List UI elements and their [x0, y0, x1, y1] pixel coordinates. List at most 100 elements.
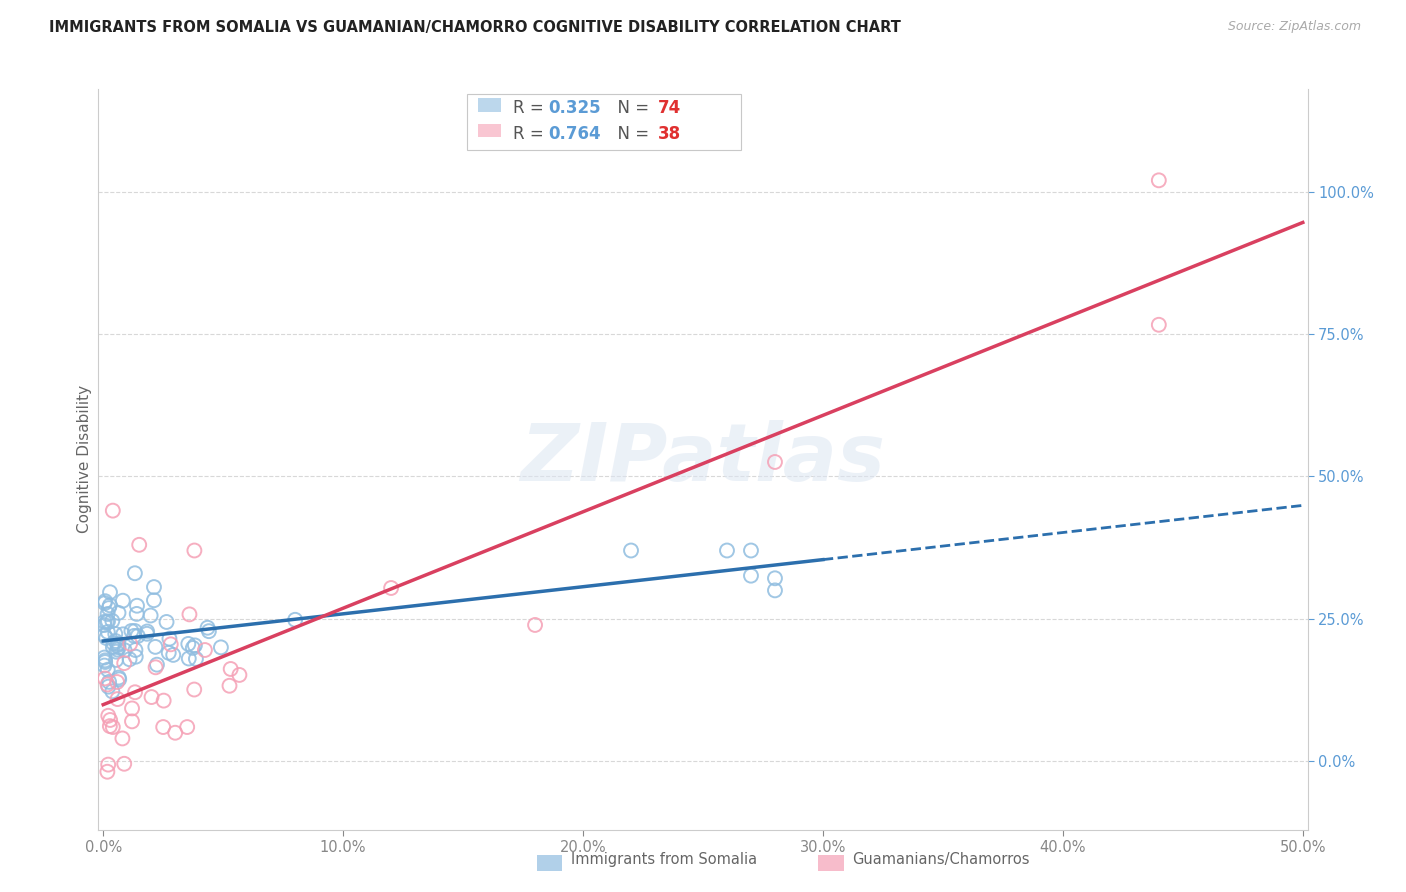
Text: N =: N =: [607, 99, 655, 117]
Point: [98, 599, 121, 613]
Text: R =: R =: [513, 125, 550, 143]
Point: [107, 638, 129, 652]
Point: [121, 714, 143, 729]
Point: [146, 657, 169, 672]
Point: [159, 632, 181, 646]
Text: 0.764: 0.764: [548, 125, 600, 143]
Point: [94, 672, 117, 686]
Point: [620, 543, 643, 558]
Point: [1147, 318, 1170, 332]
Point: [143, 580, 166, 594]
Point: [98, 585, 121, 599]
Point: [124, 566, 146, 581]
Point: [524, 618, 547, 632]
Point: [763, 571, 786, 585]
Point: [111, 731, 134, 746]
Point: [179, 607, 201, 622]
Point: [94, 655, 117, 669]
Point: [111, 593, 134, 607]
Point: [118, 652, 141, 666]
Point: [124, 643, 146, 657]
Point: [96, 615, 118, 629]
Point: [122, 629, 145, 643]
Text: N =: N =: [607, 125, 655, 143]
Point: [97, 708, 120, 723]
Point: [94, 653, 117, 667]
Point: [112, 627, 135, 641]
Point: [107, 692, 129, 706]
Point: [101, 684, 124, 698]
Point: [1147, 173, 1170, 187]
Text: R =: R =: [513, 99, 550, 117]
Point: [94, 594, 117, 608]
Y-axis label: Cognitive Disability: Cognitive Disability: [77, 385, 91, 533]
Point: [184, 652, 207, 666]
Point: [184, 639, 207, 653]
Point: [763, 583, 786, 598]
Point: [107, 671, 129, 685]
Point: [98, 719, 121, 733]
Point: [97, 757, 120, 772]
Point: [107, 637, 129, 651]
Text: ZIPatlas: ZIPatlas: [520, 420, 886, 499]
Point: [105, 645, 128, 659]
Point: [93, 650, 115, 665]
Point: [120, 624, 142, 638]
Point: [176, 720, 198, 734]
Point: [128, 538, 150, 552]
Point: [105, 653, 128, 667]
Point: [121, 701, 143, 715]
Point: [98, 713, 121, 727]
Point: [96, 764, 118, 779]
Point: [98, 674, 121, 689]
Point: [107, 642, 129, 657]
Point: [135, 627, 157, 641]
Point: [218, 679, 240, 693]
Point: [139, 608, 162, 623]
Point: [177, 637, 200, 651]
Point: [120, 637, 142, 651]
Point: [97, 663, 120, 677]
Point: [181, 640, 204, 655]
Point: [380, 581, 402, 595]
Text: Immigrants from Somalia: Immigrants from Somalia: [571, 853, 756, 867]
Text: Guamanians/Chamorros: Guamanians/Chamorros: [852, 853, 1029, 867]
Point: [105, 675, 128, 690]
Point: [152, 693, 174, 707]
Text: Source: ZipAtlas.com: Source: ZipAtlas.com: [1227, 20, 1361, 33]
Point: [183, 682, 205, 697]
Point: [284, 613, 307, 627]
Text: IMMIGRANTS FROM SOMALIA VS GUAMANIAN/CHAMORRO COGNITIVE DISABILITY CORRELATION C: IMMIGRANTS FROM SOMALIA VS GUAMANIAN/CHA…: [49, 20, 901, 35]
Text: 0.325: 0.325: [548, 99, 600, 117]
Text: 38: 38: [658, 125, 681, 143]
Point: [96, 677, 118, 691]
Point: [101, 614, 124, 628]
Point: [763, 455, 786, 469]
Point: [194, 643, 217, 657]
Point: [197, 621, 219, 635]
Point: [228, 668, 250, 682]
Point: [136, 624, 159, 639]
Point: [97, 680, 120, 694]
Point: [107, 606, 129, 620]
Point: [101, 720, 124, 734]
Point: [104, 627, 127, 641]
Point: [183, 543, 205, 558]
Point: [93, 628, 115, 642]
Point: [209, 640, 232, 655]
Point: [112, 756, 135, 771]
Point: [93, 658, 115, 673]
Point: [96, 631, 118, 645]
Point: [159, 637, 181, 651]
Point: [157, 646, 180, 660]
Point: [97, 601, 120, 615]
Point: [103, 636, 125, 650]
Point: [104, 634, 127, 648]
Point: [101, 503, 124, 517]
Point: [125, 607, 148, 621]
Point: [177, 651, 200, 665]
Point: [198, 624, 221, 639]
Point: [145, 660, 167, 674]
Point: [716, 543, 738, 558]
Point: [97, 624, 120, 639]
